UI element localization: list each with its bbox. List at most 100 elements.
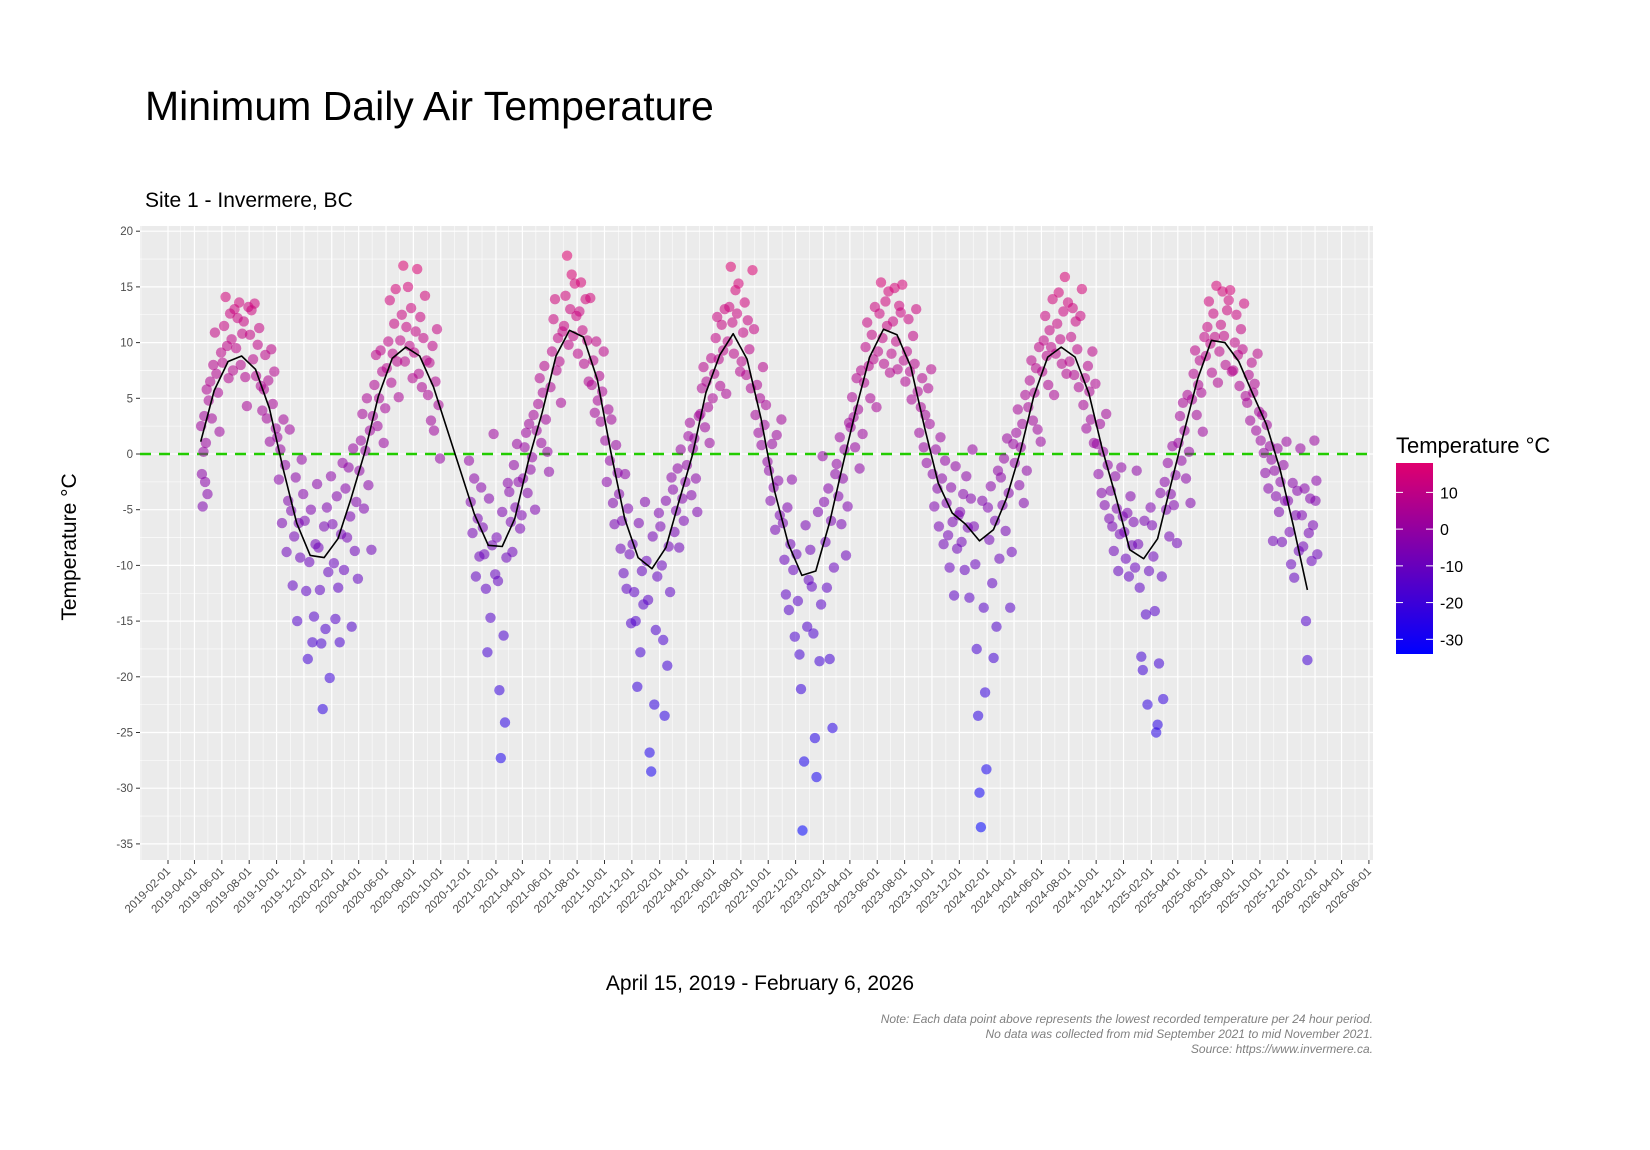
data-point: [476, 482, 487, 493]
data-point: [341, 532, 353, 543]
data-point: [1011, 427, 1022, 438]
data-point: [809, 732, 821, 744]
data-point: [1129, 562, 1141, 573]
data-point: [965, 493, 977, 504]
data-point: [1249, 378, 1260, 389]
data-point: [1113, 565, 1124, 577]
data-point: [244, 329, 256, 340]
data-point: [480, 583, 492, 594]
caption-note: Note: Each data point above represents t…: [881, 1012, 1373, 1026]
data-point: [1278, 459, 1289, 471]
data-point: [1053, 287, 1064, 298]
data-point: [1303, 527, 1315, 539]
data-point: [824, 653, 835, 665]
data-point: [361, 393, 373, 404]
data-point: [1276, 536, 1288, 548]
data-point: [1081, 423, 1092, 434]
data-point: [269, 366, 280, 377]
y-tick-label: 0: [127, 449, 133, 461]
data-point: [529, 504, 541, 515]
data-point: [814, 656, 825, 667]
data-point: [817, 451, 828, 462]
data-point: [1032, 424, 1043, 435]
data-point: [320, 623, 331, 635]
legend-tick-label: -10: [1440, 559, 1463, 576]
data-point: [1152, 719, 1163, 730]
data-point: [502, 477, 513, 489]
chart-subtitle: Site 1 - Invermere, BC: [145, 189, 353, 212]
data-point: [738, 327, 749, 338]
data-point: [1220, 359, 1231, 371]
data-point: [548, 314, 559, 325]
data-point: [1005, 602, 1016, 613]
data-point: [938, 539, 949, 550]
data-point: [399, 356, 411, 367]
data-point: [1056, 358, 1068, 369]
data-point: [815, 599, 827, 610]
data-point: [783, 604, 795, 616]
data-point: [317, 703, 328, 715]
data-point: [987, 578, 998, 589]
data-point: [1026, 355, 1037, 366]
legend-tick-label: 0: [1440, 522, 1449, 539]
data-point: [690, 473, 702, 484]
data-point: [871, 402, 882, 413]
data-point: [217, 357, 228, 368]
data-point: [357, 408, 368, 420]
data-point: [1255, 435, 1266, 446]
data-point: [1289, 572, 1300, 583]
data-point: [878, 358, 890, 369]
data-points: [195, 250, 1323, 836]
data-point: [313, 542, 324, 553]
data-point: [770, 524, 781, 535]
data-point: [318, 521, 330, 532]
data-point: [299, 515, 310, 526]
data-point: [1307, 520, 1319, 531]
data-point: [1245, 415, 1256, 426]
data-point: [695, 408, 706, 420]
data-point: [704, 437, 715, 449]
data-point: [389, 318, 400, 329]
data-point: [766, 438, 778, 450]
data-point: [384, 295, 395, 306]
data-point: [482, 647, 493, 658]
data-point: [1041, 350, 1052, 362]
data-point: [226, 334, 237, 345]
data-point: [1215, 319, 1227, 330]
data-point: [930, 444, 941, 455]
data-point: [924, 418, 935, 430]
data-point: [1078, 399, 1089, 411]
data-point: [539, 360, 550, 372]
data-point: [1156, 571, 1168, 582]
data-point: [561, 250, 573, 261]
data-point: [201, 384, 212, 395]
data-point: [636, 565, 648, 577]
data-point: [1024, 375, 1036, 386]
data-point: [485, 612, 496, 623]
data-point: [1238, 298, 1250, 309]
data-point: [811, 771, 822, 783]
data-point: [854, 463, 865, 474]
major-gridlines: [140, 226, 1373, 860]
data-point: [1223, 295, 1234, 306]
data-point: [1067, 302, 1078, 314]
data-point: [1225, 285, 1236, 296]
data-point: [410, 326, 421, 337]
data-point: [747, 265, 758, 276]
data-point: [424, 357, 435, 368]
data-point: [1128, 516, 1139, 528]
data-point: [1120, 553, 1132, 564]
y-tick-label: -25: [116, 728, 133, 740]
data-point: [1309, 435, 1320, 446]
data-point: [1014, 480, 1025, 491]
data-point: [238, 316, 249, 327]
data-point: [607, 497, 619, 509]
data-point: [1285, 559, 1297, 570]
data-point: [292, 615, 303, 627]
data-point: [343, 462, 354, 473]
data-point: [469, 473, 480, 484]
data-point: [675, 444, 686, 455]
data-point: [1065, 331, 1077, 343]
data-point: [667, 484, 679, 495]
data-point: [215, 347, 227, 358]
